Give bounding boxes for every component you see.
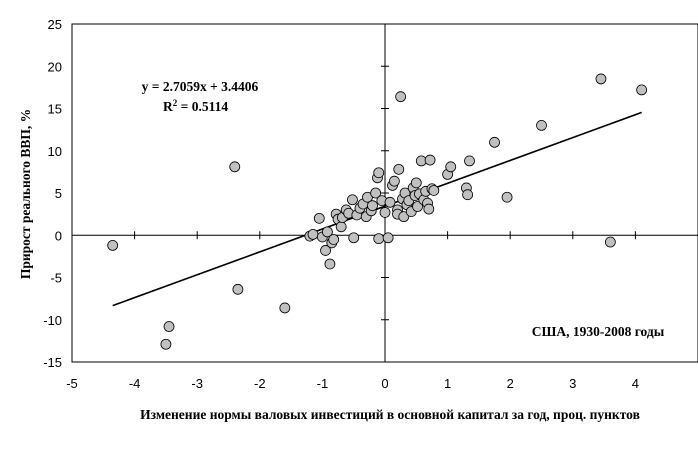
- data-point: [382, 232, 394, 244]
- data-point: [464, 155, 475, 167]
- data-point: [367, 200, 378, 212]
- x-tick-label: 2: [507, 376, 514, 391]
- data-point: [320, 245, 331, 256]
- x-tick-label: 0: [381, 376, 388, 391]
- data-point: [489, 136, 500, 148]
- data-point: [279, 302, 291, 314]
- data-point: [324, 258, 336, 270]
- data-point: [373, 233, 385, 245]
- data-point: [395, 91, 407, 103]
- data-point: [370, 187, 382, 199]
- y-axis-label: Прирост реального ВВП, %: [18, 109, 33, 279]
- data-point: [328, 234, 340, 245]
- data-point: [501, 191, 513, 203]
- data-point: [445, 161, 457, 173]
- x-tick-label: 3: [569, 376, 576, 391]
- x-tick-label: 1: [444, 376, 451, 391]
- data-point: [604, 236, 616, 248]
- data-point: [595, 73, 607, 85]
- y-tick-label: 25: [48, 17, 62, 32]
- data-point: [379, 207, 391, 218]
- y-tick-labels: 25 20 15 10 5 0 -5 -10 -15: [43, 17, 62, 370]
- data-point: [398, 211, 410, 223]
- data-point: [348, 232, 360, 244]
- x-tick-labels: -5 -4 -3 -2 -1 0 1 2 3 4: [66, 376, 639, 391]
- data-point: [423, 203, 435, 215]
- data-point: [163, 321, 175, 332]
- y-tick-label: -10: [43, 313, 62, 328]
- data-point: [424, 154, 436, 166]
- annotation-usa: США, 1930-2008 годы: [532, 324, 665, 339]
- data-point: [307, 229, 319, 240]
- trend-line-group: [112, 111, 642, 307]
- r-squared-label: R2 = 0.5114: [163, 98, 228, 114]
- data-point: [410, 177, 422, 189]
- data-point: [335, 221, 347, 233]
- y-tick-label: 20: [48, 59, 62, 74]
- data-point: [313, 212, 325, 224]
- r-squared-value: = 0.5114: [177, 99, 228, 114]
- data-points: [107, 73, 648, 350]
- y-tick-label: -5: [50, 271, 62, 286]
- data-point: [107, 239, 119, 251]
- x-tick-label: -5: [66, 376, 78, 391]
- x-tick-label: -1: [317, 376, 329, 391]
- y-tick-label: 5: [55, 186, 62, 201]
- x-tick-label: -4: [129, 376, 141, 391]
- data-point: [160, 338, 172, 350]
- data-point: [393, 163, 405, 175]
- r-squared-r: R: [163, 99, 173, 114]
- data-point: [229, 161, 241, 173]
- data-point: [536, 120, 547, 131]
- y-tick-label: 0: [55, 228, 62, 243]
- data-point: [322, 226, 333, 238]
- x-tick-label: 4: [632, 376, 639, 391]
- data-point: [373, 167, 385, 179]
- x-tick-label: -3: [191, 376, 203, 391]
- y-tick-label: -15: [43, 355, 62, 370]
- data-point: [388, 175, 400, 187]
- r-squared-exponent: 2: [173, 98, 178, 108]
- data-point: [428, 185, 440, 196]
- trend-line: [112, 111, 642, 307]
- data-point: [232, 283, 244, 295]
- data-point: [384, 196, 396, 208]
- y-tick-label: 10: [48, 144, 62, 159]
- data-point: [412, 201, 423, 212]
- data-point: [462, 189, 474, 201]
- trendline-equation: y = 2.7059x + 3.4406: [142, 79, 259, 94]
- x-tick-label: -2: [254, 376, 266, 391]
- y-tick-label: 15: [48, 102, 62, 117]
- data-point: [636, 84, 648, 96]
- data-point: [347, 194, 358, 206]
- x-axis-label: Изменение нормы валовых инвестиций в осн…: [140, 407, 640, 422]
